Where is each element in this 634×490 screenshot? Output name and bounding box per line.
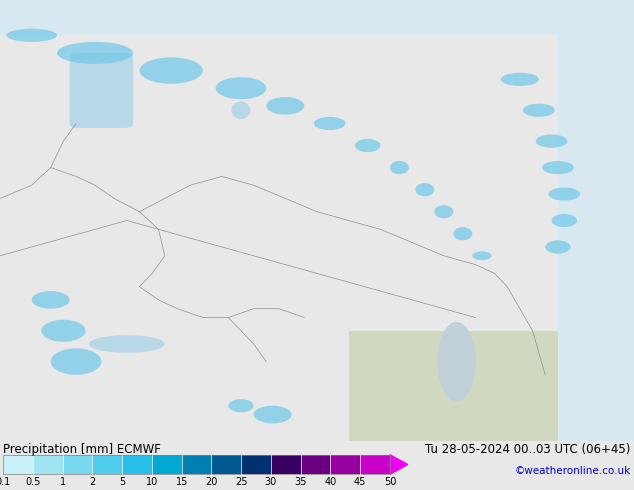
Text: 0.5: 0.5 bbox=[25, 477, 41, 487]
Bar bbox=[3, 455, 390, 474]
Bar bbox=[63, 455, 93, 474]
Bar bbox=[211, 455, 241, 474]
Text: ©weatheronline.co.uk: ©weatheronline.co.uk bbox=[515, 466, 631, 475]
Bar bbox=[301, 455, 330, 474]
Ellipse shape bbox=[101, 81, 114, 95]
Ellipse shape bbox=[434, 205, 453, 219]
Bar bbox=[271, 455, 301, 474]
Ellipse shape bbox=[314, 117, 346, 130]
Ellipse shape bbox=[266, 97, 304, 115]
Text: 0.1: 0.1 bbox=[0, 477, 11, 487]
Ellipse shape bbox=[32, 291, 70, 309]
Ellipse shape bbox=[415, 183, 434, 196]
Text: 30: 30 bbox=[265, 477, 277, 487]
Ellipse shape bbox=[437, 322, 476, 401]
Bar bbox=[122, 455, 152, 474]
Ellipse shape bbox=[552, 214, 577, 227]
Ellipse shape bbox=[453, 227, 472, 241]
Bar bbox=[349, 331, 558, 441]
Text: 10: 10 bbox=[146, 477, 158, 487]
Ellipse shape bbox=[89, 335, 165, 353]
Ellipse shape bbox=[472, 251, 491, 260]
Ellipse shape bbox=[523, 103, 555, 117]
Text: 40: 40 bbox=[324, 477, 337, 487]
Ellipse shape bbox=[79, 69, 98, 90]
Text: 2: 2 bbox=[89, 477, 96, 487]
Ellipse shape bbox=[51, 348, 101, 375]
Ellipse shape bbox=[57, 42, 133, 64]
Ellipse shape bbox=[231, 101, 250, 119]
Ellipse shape bbox=[545, 241, 571, 254]
Ellipse shape bbox=[501, 73, 539, 86]
Bar bbox=[330, 455, 360, 474]
Text: 25: 25 bbox=[235, 477, 247, 487]
Bar bbox=[93, 455, 122, 474]
Bar bbox=[0, 0, 634, 35]
Ellipse shape bbox=[114, 93, 127, 101]
Ellipse shape bbox=[228, 399, 254, 412]
Ellipse shape bbox=[542, 161, 574, 174]
Ellipse shape bbox=[548, 187, 580, 200]
Text: 20: 20 bbox=[205, 477, 217, 487]
Text: 50: 50 bbox=[384, 477, 396, 487]
Ellipse shape bbox=[355, 139, 380, 152]
Ellipse shape bbox=[536, 134, 567, 148]
Text: Tu 28-05-2024 00..03 UTC (06+45): Tu 28-05-2024 00..03 UTC (06+45) bbox=[425, 443, 631, 457]
Ellipse shape bbox=[6, 28, 57, 42]
Ellipse shape bbox=[41, 319, 86, 342]
Bar bbox=[360, 455, 390, 474]
Bar bbox=[558, 0, 634, 441]
Bar bbox=[3, 455, 33, 474]
Text: 45: 45 bbox=[354, 477, 366, 487]
Ellipse shape bbox=[254, 406, 292, 423]
Text: Precipitation [mm] ECMWF: Precipitation [mm] ECMWF bbox=[3, 443, 161, 457]
Ellipse shape bbox=[390, 161, 409, 174]
Text: 35: 35 bbox=[294, 477, 307, 487]
Bar bbox=[182, 455, 211, 474]
FancyBboxPatch shape bbox=[70, 53, 133, 128]
Text: 1: 1 bbox=[60, 477, 66, 487]
Bar bbox=[33, 455, 63, 474]
Polygon shape bbox=[390, 455, 408, 474]
Text: 5: 5 bbox=[119, 477, 126, 487]
Bar bbox=[152, 455, 182, 474]
Bar bbox=[241, 455, 271, 474]
Ellipse shape bbox=[216, 77, 266, 99]
Ellipse shape bbox=[139, 57, 203, 84]
Text: 15: 15 bbox=[176, 477, 188, 487]
